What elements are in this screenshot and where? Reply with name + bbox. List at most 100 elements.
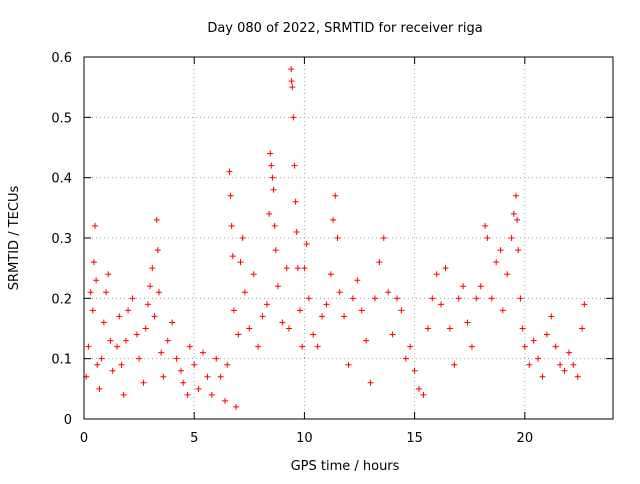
data-point: [155, 289, 162, 296]
data-point: [579, 325, 586, 332]
y-axis-label: SRMTID / TECUs: [7, 186, 22, 291]
x-tick-label: 10: [296, 431, 313, 446]
data-point: [237, 259, 244, 266]
y-tick-label: 0.4: [51, 172, 72, 187]
data-point: [239, 235, 246, 241]
data-point: [169, 319, 176, 326]
x-axis-label: GPS time / hours: [291, 459, 400, 474]
data-point: [125, 307, 132, 314]
data-point: [303, 241, 310, 248]
data-point: [297, 307, 304, 314]
data-point: [376, 259, 383, 266]
y-tick-label: 0.2: [51, 292, 72, 307]
data-point: [269, 174, 276, 181]
data-point: [151, 313, 158, 320]
data-point: [227, 192, 234, 199]
data-point: [274, 283, 281, 290]
data-point: [226, 168, 233, 175]
data-point: [385, 289, 392, 296]
data-point: [136, 355, 143, 362]
data-point: [327, 271, 334, 278]
data-point: [217, 373, 224, 380]
data-point: [224, 361, 231, 368]
data-point: [200, 349, 207, 356]
data-point: [349, 295, 356, 302]
data-point: [341, 313, 348, 320]
data-point: [393, 295, 400, 302]
data-point: [416, 385, 423, 392]
data-point: [330, 216, 337, 223]
data-point: [581, 301, 588, 308]
y-tick-label: 0.5: [51, 111, 72, 126]
data-point: [246, 325, 253, 332]
data-point: [263, 301, 270, 308]
data-point: [180, 379, 187, 386]
data-point: [288, 78, 295, 85]
data-point: [464, 319, 471, 326]
data-point: [105, 271, 112, 278]
data-point: [389, 331, 396, 338]
data-point: [504, 271, 511, 278]
data-point: [332, 192, 339, 199]
data-point: [290, 114, 297, 121]
data-point: [433, 271, 440, 278]
data-point: [323, 301, 330, 308]
data-point: [301, 265, 308, 272]
data-point: [363, 337, 370, 344]
data-point: [259, 313, 266, 320]
data-point: [539, 373, 546, 380]
data-point: [177, 367, 184, 374]
data-point: [96, 385, 103, 392]
data-point: [89, 307, 96, 314]
data-point: [334, 235, 341, 241]
data-point: [484, 235, 491, 241]
data-point: [103, 289, 110, 296]
data-point: [90, 259, 97, 266]
data-point: [552, 343, 559, 350]
data-point: [147, 283, 154, 290]
data-point: [314, 343, 321, 350]
data-point: [354, 277, 361, 284]
data-point: [289, 84, 296, 91]
data-point: [285, 325, 292, 332]
data-point: [173, 355, 180, 362]
data-point: [109, 367, 116, 374]
data-point: [535, 355, 542, 362]
data-point: [398, 307, 405, 314]
data-point: [158, 349, 165, 356]
data-point: [526, 361, 533, 368]
axis-ticks: 0 5 10 15 20 0 0.1 0.2 0.3 0.4 0.5 0.6: [51, 51, 613, 446]
data-point: [229, 253, 236, 260]
data-point: [557, 361, 564, 368]
data-point: [228, 222, 235, 229]
data-point: [204, 373, 211, 380]
data-point: [250, 271, 257, 278]
x-tick-label: 15: [406, 431, 423, 446]
x-tick-label: 5: [190, 431, 198, 446]
data-point: [510, 210, 517, 217]
data-point: [235, 331, 242, 338]
data-point: [407, 343, 414, 350]
y-tick-label: 0: [64, 413, 72, 428]
x-tick-label: 0: [80, 431, 88, 446]
data-point: [455, 295, 462, 302]
data-point: [94, 361, 101, 368]
data-point: [468, 343, 475, 350]
data-point: [305, 295, 312, 302]
data-point: [133, 331, 140, 338]
data-point: [367, 379, 374, 386]
data-point: [477, 283, 484, 290]
data-point: [561, 367, 568, 374]
data-point: [87, 289, 94, 296]
data-point: [446, 325, 453, 332]
data-point: [271, 222, 278, 229]
data-point: [153, 216, 160, 223]
data-point: [233, 403, 240, 410]
data-point: [184, 391, 191, 398]
data-point: [100, 319, 107, 326]
x-tick-label: 20: [517, 431, 534, 446]
data-point: [319, 313, 326, 320]
y-tick-label: 0.1: [51, 353, 72, 368]
data-point: [336, 289, 343, 296]
